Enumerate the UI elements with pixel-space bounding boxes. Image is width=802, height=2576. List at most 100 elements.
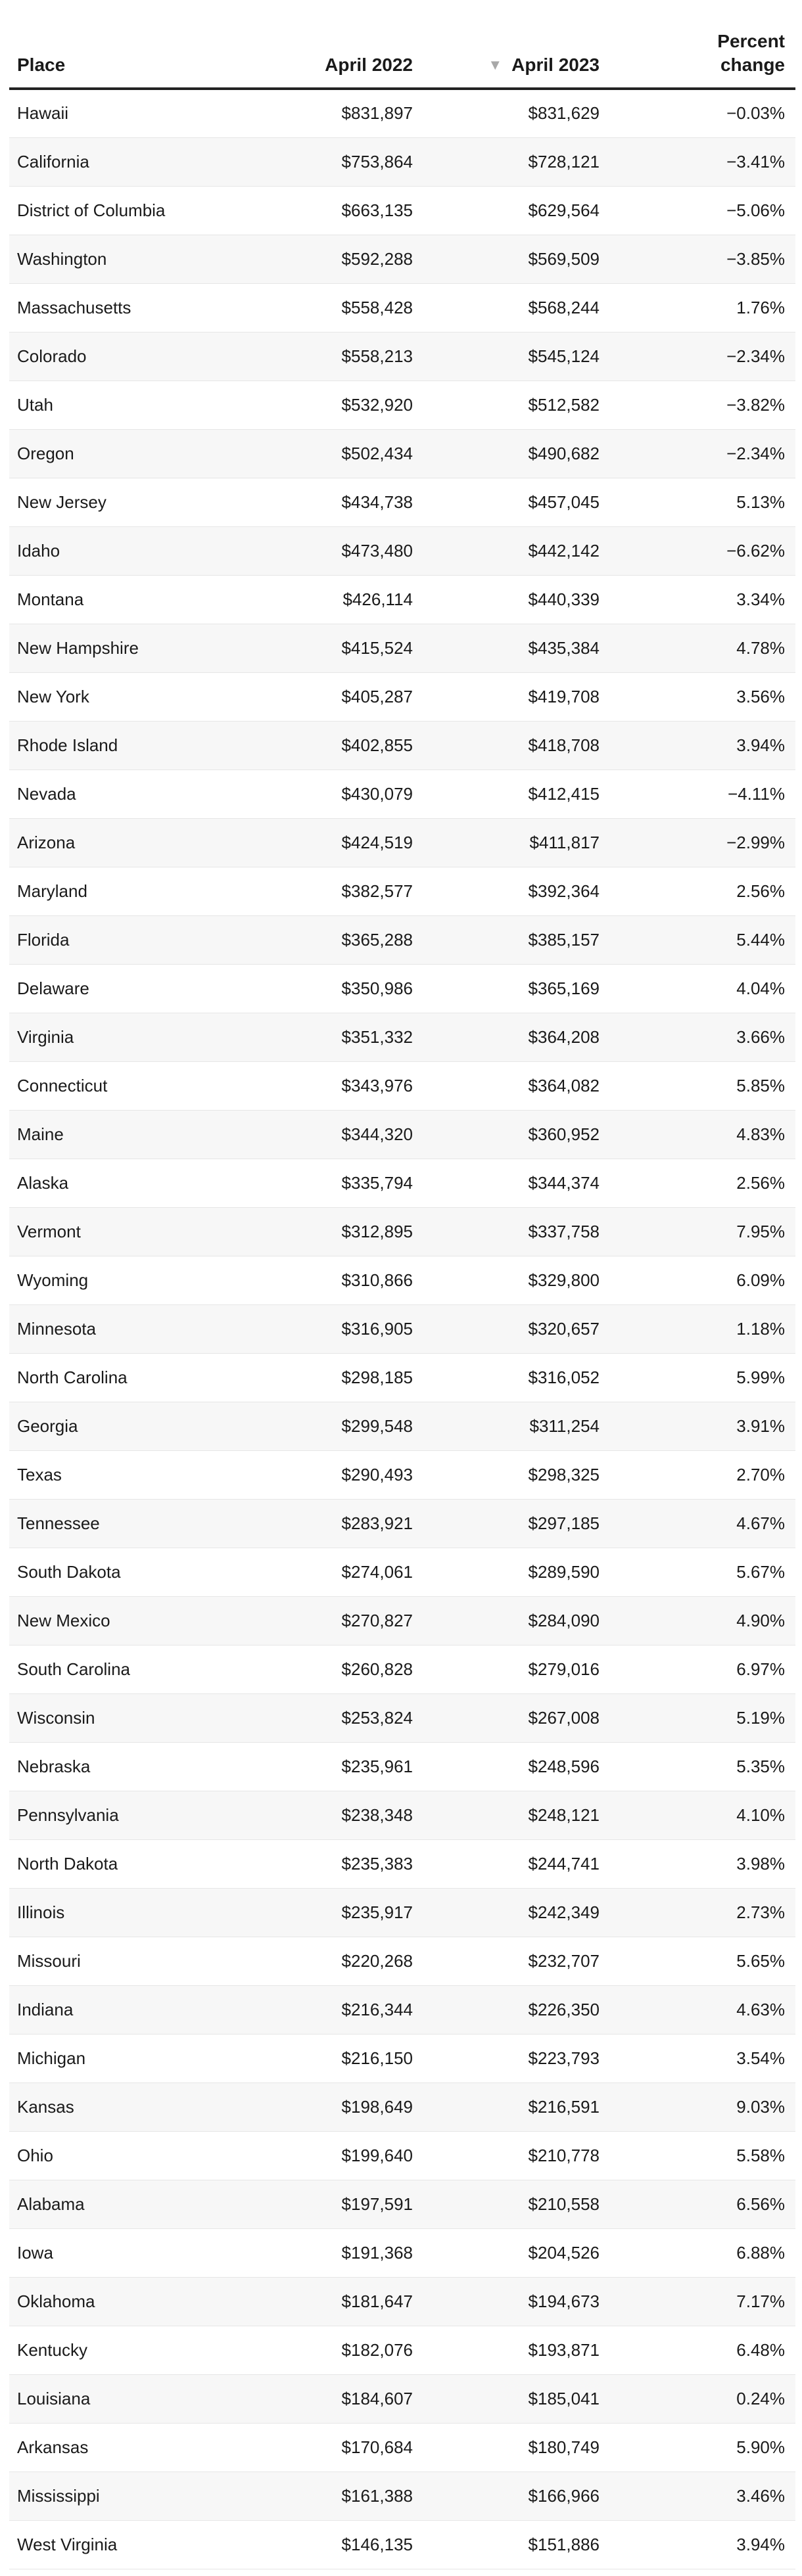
cell-percent-change: 4.04% xyxy=(610,964,795,1013)
cell-april-2023: $568,244 xyxy=(423,283,610,333)
cell-place: Virginia xyxy=(9,1013,233,1062)
cell-april-2023: $289,590 xyxy=(423,1548,610,1597)
cell-percent-change: −0.03% xyxy=(610,89,795,138)
cell-april-2023: $329,800 xyxy=(423,1256,610,1305)
cell-percent-change: 5.13% xyxy=(610,478,795,527)
table-row: Colorado $558,213 $545,124 −2.34% xyxy=(9,332,795,381)
cell-april-2023: $194,673 xyxy=(423,2277,610,2326)
cell-april-2022: $382,577 xyxy=(233,867,423,916)
cell-percent-change: 7.17% xyxy=(610,2277,795,2326)
cell-april-2022: $274,061 xyxy=(233,1548,423,1597)
cell-place: Wyoming xyxy=(9,1256,233,1305)
cell-april-2023: $298,325 xyxy=(423,1450,610,1500)
table-row: Vermont $312,895 $337,758 7.95% xyxy=(9,1207,795,1256)
cell-april-2023: $223,793 xyxy=(423,2034,610,2083)
column-header-april-2022[interactable]: April 2022 xyxy=(233,0,423,90)
table-row: New Hampshire $415,524 $435,384 4.78% xyxy=(9,624,795,673)
cell-april-2023: $185,041 xyxy=(423,2374,610,2424)
cell-april-2022: $216,150 xyxy=(233,2034,423,2083)
cell-april-2023: $392,364 xyxy=(423,867,610,916)
cell-place: Rhode Island xyxy=(9,721,233,770)
header-row: Place April 2022 ▼ April 2023 Percent cha… xyxy=(9,0,795,90)
table-row: Pennsylvania $238,348 $248,121 4.10% xyxy=(9,1791,795,1840)
cell-april-2023: $728,121 xyxy=(423,137,610,187)
table-header: Place April 2022 ▼ April 2023 Percent cha… xyxy=(9,0,795,90)
cell-april-2022: $350,986 xyxy=(233,964,423,1013)
cell-place: Alaska xyxy=(9,1159,233,1208)
cell-april-2022: $182,076 xyxy=(233,2326,423,2375)
table-row: New Jersey $434,738 $457,045 5.13% xyxy=(9,478,795,527)
cell-percent-change: 3.54% xyxy=(610,2034,795,2083)
table-row: North Carolina $298,185 $316,052 5.99% xyxy=(9,1353,795,1402)
cell-percent-change: 3.46% xyxy=(610,2472,795,2521)
cell-april-2023: $279,016 xyxy=(423,1645,610,1694)
cell-place: Florida xyxy=(9,915,233,965)
cell-percent-change: 6.88% xyxy=(610,2228,795,2278)
table-row: Idaho $473,480 $442,142 −6.62% xyxy=(9,526,795,576)
cell-april-2022: $299,548 xyxy=(233,1402,423,1451)
cell-april-2023: $385,157 xyxy=(423,915,610,965)
cell-place: Iowa xyxy=(9,2228,233,2278)
cell-percent-change: −3.82% xyxy=(610,380,795,430)
cell-percent-change: 6.09% xyxy=(610,1256,795,1305)
cell-percent-change: 5.58% xyxy=(610,2131,795,2180)
cell-april-2023: $442,142 xyxy=(423,526,610,576)
cell-april-2023: $248,596 xyxy=(423,1742,610,1791)
cell-april-2022: $502,434 xyxy=(233,429,423,478)
table-row: Maryland $382,577 $392,364 2.56% xyxy=(9,867,795,916)
cell-percent-change: 4.83% xyxy=(610,1110,795,1159)
cell-april-2023: $435,384 xyxy=(423,624,610,673)
cell-percent-change: 3.91% xyxy=(610,1402,795,1451)
table-row: District of Columbia $663,135 $629,564 −5.0… xyxy=(9,186,795,235)
cell-place: Maryland xyxy=(9,867,233,916)
cell-april-2022: $426,114 xyxy=(233,575,423,624)
cell-april-2022: $753,864 xyxy=(233,137,423,187)
cell-april-2022: $161,388 xyxy=(233,2472,423,2521)
cell-april-2022: $270,827 xyxy=(233,1596,423,1645)
cell-april-2022: $220,268 xyxy=(233,1937,423,1986)
cell-percent-change: 3.94% xyxy=(610,2520,795,2569)
cell-april-2023: $166,966 xyxy=(423,2472,610,2521)
cell-april-2023: $151,886 xyxy=(423,2520,610,2569)
table-row: North Dakota $235,383 $244,741 3.98% xyxy=(9,1839,795,1889)
cell-april-2023: $284,090 xyxy=(423,1596,610,1645)
cell-percent-change: −3.41% xyxy=(610,137,795,187)
table-row: Ohio $199,640 $210,778 5.58% xyxy=(9,2131,795,2180)
cell-percent-change: 4.90% xyxy=(610,1596,795,1645)
cell-april-2023: $344,374 xyxy=(423,1159,610,1208)
cell-april-2022: $351,332 xyxy=(233,1013,423,1062)
table-row: Kansas $198,649 $216,591 9.03% xyxy=(9,2082,795,2132)
cell-percent-change: 2.73% xyxy=(610,1888,795,1937)
cell-april-2022: $170,684 xyxy=(233,2423,423,2472)
table-row: Mississippi $161,388 $166,966 3.46% xyxy=(9,2472,795,2521)
column-header-place[interactable]: Place xyxy=(9,0,233,90)
table-row: New York $405,287 $419,708 3.56% xyxy=(9,672,795,722)
table-row: Montana $426,114 $440,339 3.34% xyxy=(9,575,795,624)
cell-april-2023: $411,817 xyxy=(423,818,610,867)
cell-april-2022: $298,185 xyxy=(233,1353,423,1402)
cell-april-2023: $831,629 xyxy=(423,89,610,138)
cell-percent-change: 7.95% xyxy=(610,1207,795,1256)
cell-april-2022: $415,524 xyxy=(233,624,423,673)
cell-place: Arkansas xyxy=(9,2423,233,2472)
table-row: Texas $290,493 $298,325 2.70% xyxy=(9,1450,795,1500)
cell-april-2022: $424,519 xyxy=(233,818,423,867)
cell-april-2023: $297,185 xyxy=(423,1499,610,1548)
table-row: Wisconsin $253,824 $267,008 5.19% xyxy=(9,1693,795,1743)
cell-april-2023: $242,349 xyxy=(423,1888,610,1937)
cell-april-2023: $204,526 xyxy=(423,2228,610,2278)
cell-place: Indiana xyxy=(9,1985,233,2035)
cell-place: New Hampshire xyxy=(9,624,233,673)
cell-place: South Carolina xyxy=(9,1645,233,1694)
table-row: Minnesota $316,905 $320,657 1.18% xyxy=(9,1304,795,1354)
cell-percent-change: 6.56% xyxy=(610,2180,795,2229)
cell-percent-change: 1.18% xyxy=(610,1304,795,1354)
table-row: South Dakota $274,061 $289,590 5.67% xyxy=(9,1548,795,1597)
cell-place: Alabama xyxy=(9,2180,233,2229)
cell-place: Illinois xyxy=(9,1888,233,1937)
table-row: Washington $592,288 $569,509 −3.85% xyxy=(9,235,795,284)
column-header-april-2023[interactable]: ▼ April 2023 xyxy=(423,0,610,90)
table-row: Alabama $197,591 $210,558 6.56% xyxy=(9,2180,795,2229)
cell-april-2023: $418,708 xyxy=(423,721,610,770)
column-header-percent-change[interactable]: Percent change xyxy=(610,0,795,90)
